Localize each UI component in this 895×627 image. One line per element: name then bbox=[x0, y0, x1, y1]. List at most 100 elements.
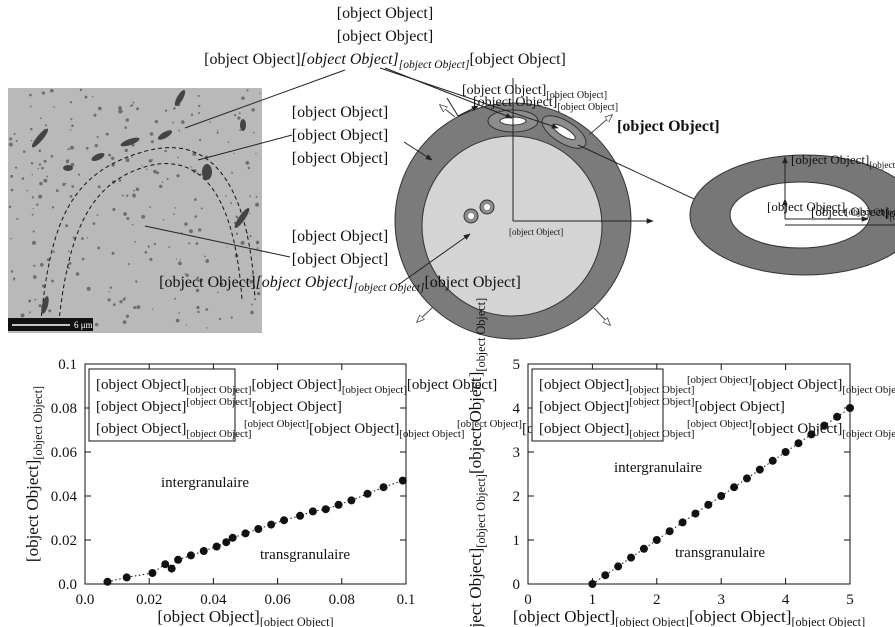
texture-dot bbox=[32, 241, 36, 245]
texture-dot bbox=[9, 143, 13, 147]
texture-dot bbox=[31, 162, 33, 164]
x-tick-label: 2 bbox=[653, 592, 661, 608]
texture-dot bbox=[112, 208, 115, 211]
text-segment: [object Object] bbox=[23, 460, 42, 562]
texture-dot bbox=[98, 185, 101, 188]
data-point bbox=[769, 457, 777, 465]
texture-dot bbox=[145, 251, 148, 254]
x-axis-label: [object Object][object Object] bbox=[157, 607, 333, 627]
text-segment: [object Object] bbox=[557, 102, 618, 113]
texture-dot bbox=[126, 158, 130, 162]
texture-dot bbox=[130, 105, 132, 107]
texture-dot bbox=[126, 315, 129, 318]
texture-dot bbox=[217, 130, 218, 131]
texture-dot bbox=[70, 129, 72, 131]
texture-dot bbox=[205, 308, 208, 311]
texture-dot bbox=[71, 124, 74, 127]
data-point bbox=[846, 404, 854, 412]
texture-dot bbox=[40, 117, 42, 119]
base-vector bbox=[447, 98, 458, 116]
texture-dot bbox=[119, 179, 122, 182]
texture-dot bbox=[173, 213, 175, 215]
texture-dot bbox=[136, 305, 140, 309]
texture-dot bbox=[149, 159, 152, 162]
texture-dot bbox=[241, 241, 245, 245]
texture-dot bbox=[11, 189, 14, 192]
texture-dot bbox=[122, 194, 124, 196]
texture-dot bbox=[126, 195, 128, 197]
texture-dot bbox=[39, 150, 42, 153]
data-point bbox=[666, 527, 674, 535]
texture-dot bbox=[168, 246, 170, 248]
callout-text: [object Object] bbox=[292, 251, 388, 268]
text-segment: [object Object] bbox=[186, 396, 251, 408]
texture-dot bbox=[245, 161, 249, 165]
texture-dot bbox=[177, 157, 179, 159]
texture-dot bbox=[237, 117, 240, 120]
x-tick-label: 0.02 bbox=[136, 592, 162, 608]
texture-dot bbox=[14, 133, 16, 135]
text-segment: [object Object] bbox=[337, 5, 433, 22]
diagram-label: [object Object] bbox=[509, 227, 563, 237]
data-point bbox=[691, 510, 699, 518]
texture-dot bbox=[124, 297, 125, 298]
texture-dot bbox=[123, 320, 127, 324]
texture-dot bbox=[66, 161, 68, 163]
text-segment: [object Object] bbox=[466, 372, 485, 474]
callout-text: [object Object] bbox=[292, 150, 388, 167]
texture-dot bbox=[80, 89, 82, 91]
text-segment: [object Object] bbox=[842, 384, 895, 396]
texture-dot bbox=[257, 292, 260, 295]
data-point bbox=[213, 543, 221, 551]
texture-dot bbox=[34, 299, 36, 301]
texture-dot bbox=[53, 251, 55, 253]
texture-dot bbox=[176, 319, 180, 323]
text-segment: [object Object] bbox=[539, 421, 629, 437]
texture-dot bbox=[11, 270, 13, 272]
texture-dot bbox=[239, 112, 241, 114]
texture-dot bbox=[65, 224, 68, 227]
text-segment: [object Object] bbox=[292, 228, 388, 245]
texture-dot bbox=[250, 311, 254, 315]
y-tick-label: 0.02 bbox=[51, 533, 77, 549]
radial-arrow bbox=[417, 307, 433, 322]
x-tick-label: 0.04 bbox=[200, 592, 227, 608]
data-point bbox=[794, 439, 802, 447]
data-point bbox=[640, 545, 648, 553]
texture-dot bbox=[32, 214, 34, 216]
texture-dot bbox=[29, 94, 32, 97]
texture-dot bbox=[246, 89, 248, 91]
texture-dot bbox=[191, 166, 192, 167]
text-segment: [object Object] bbox=[342, 384, 407, 396]
texture-dot bbox=[21, 313, 25, 317]
text-segment: [object Object] bbox=[186, 384, 251, 396]
text-segment: [object Object] bbox=[752, 377, 842, 393]
texture-dot bbox=[205, 259, 209, 263]
texture-dot bbox=[70, 146, 74, 150]
x-axis-label: [object Object][object Object][object Ob… bbox=[513, 607, 865, 627]
texture-dot bbox=[241, 96, 245, 100]
text-segment: [object Object] bbox=[811, 204, 889, 219]
texture-dot bbox=[33, 275, 37, 279]
callout-text: [object Object] bbox=[292, 127, 388, 144]
texture-dot bbox=[198, 228, 201, 231]
texture-dot bbox=[188, 242, 190, 244]
text-segment: [object Object] bbox=[96, 421, 186, 437]
texture-dot bbox=[128, 263, 130, 265]
texture-dot bbox=[30, 106, 32, 108]
radial-arrow bbox=[594, 308, 610, 325]
texture-dot bbox=[16, 140, 18, 142]
texture-dot bbox=[119, 300, 122, 303]
region-label: transgranulaire bbox=[260, 547, 350, 563]
texture-dot bbox=[118, 109, 122, 113]
texture-dot bbox=[56, 189, 59, 192]
texture-dot bbox=[239, 129, 241, 131]
texture-dot bbox=[199, 139, 201, 141]
texture-dot bbox=[10, 175, 13, 178]
texture-dot bbox=[108, 154, 111, 157]
text-segment: [object Object] bbox=[251, 399, 341, 415]
y-tick-label: 0.08 bbox=[51, 401, 77, 417]
text-segment: [object Object] bbox=[256, 274, 354, 291]
data-point bbox=[229, 534, 237, 542]
text-segment: [object Object] bbox=[466, 548, 485, 627]
